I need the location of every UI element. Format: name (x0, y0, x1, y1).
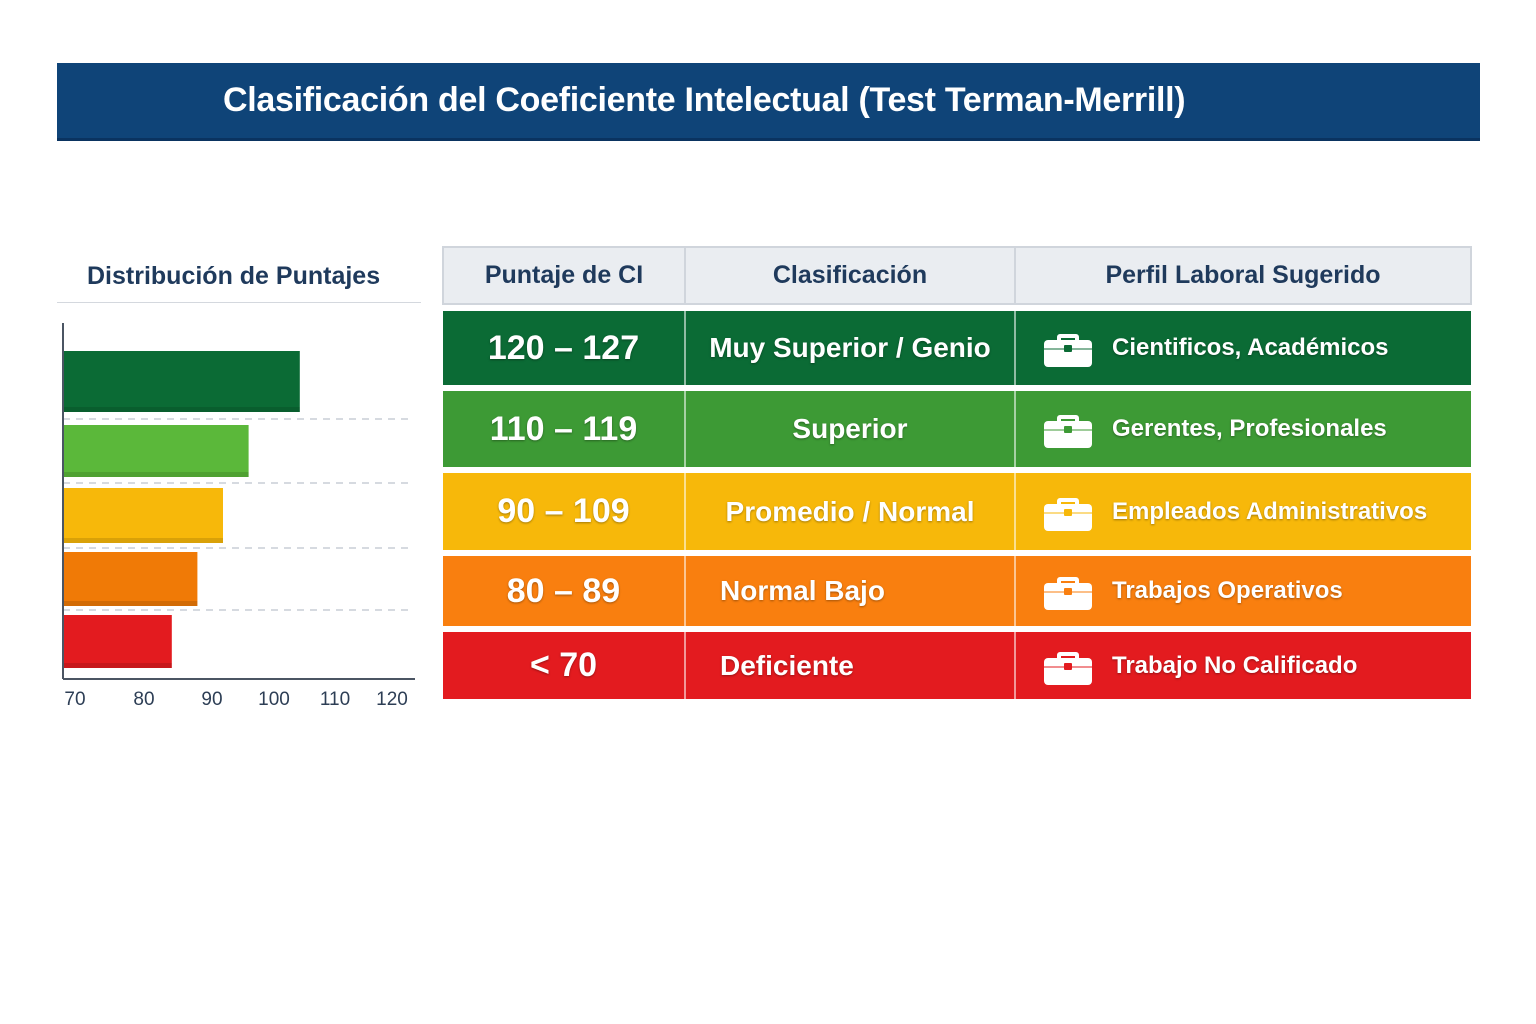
x-tick-label: 110 (320, 689, 350, 710)
score-cell: 120 – 127 (443, 311, 686, 385)
profile-wrap: Trabajos Operativos (1016, 571, 1471, 611)
profile-text: Trabajo No Calificado (1112, 651, 1358, 679)
table-row: 90 – 109 Promedio / Normal Empleados Admin… (443, 473, 1471, 550)
row-gap (443, 550, 1471, 556)
briefcase-icon (1042, 492, 1094, 532)
header-profile: Perfil Laboral Sugerido (1014, 246, 1472, 305)
chart-title: Distribución de Puntajes (87, 262, 381, 290)
classification-cell: Normal Bajo (685, 556, 1016, 626)
profile-text: Trabajos Operativos (1112, 577, 1343, 604)
table-header-row: Puntaje de CI Clasificación Perfil Labor… (442, 246, 1472, 305)
classification-cell: Muy Superior / Genio (685, 311, 1016, 385)
table-row: 110 – 119 Superior Gerentes, Profesionales (443, 391, 1471, 467)
table-row: < 70 Deficiente Trabajo No Calificado (443, 632, 1471, 699)
profile-cell: Gerentes, Profesionales (1015, 391, 1471, 467)
iq-classification-table: Puntaje de CI Clasificación Perfil Labor… (442, 246, 1472, 699)
profile-cell: Trabajo No Calificado (1015, 632, 1471, 699)
briefcase-icon (1042, 571, 1094, 611)
bar-shadow (63, 472, 249, 477)
profile-text: Gerentes, Profesionales (1112, 415, 1387, 442)
header-classification: Clasificación (684, 246, 1016, 305)
row-gap (443, 467, 1471, 473)
x-tick-label: 80 (133, 689, 154, 710)
score-cell: < 70 (443, 632, 686, 699)
profile-wrap: Cientificos, Académicos (1016, 328, 1471, 368)
score-distribution-chart: 70 80 90 100 110 120 (62, 323, 415, 710)
classification-cell: Superior (685, 391, 1016, 467)
profile-text: Empleados Administrativos (1112, 497, 1428, 525)
x-tick-label: 90 (201, 689, 222, 710)
bar-shadow (63, 601, 198, 606)
bar-shadow (63, 663, 172, 668)
x-tick-label: 120 (376, 689, 408, 710)
bar-4 (63, 552, 198, 606)
score-cell: 80 – 89 (443, 556, 686, 626)
briefcase-icon (1042, 328, 1094, 368)
table-row: 80 – 89 Normal Bajo Trabajos Operativos (443, 556, 1471, 626)
profile-cell: Trabajos Operativos (1015, 556, 1471, 626)
x-tick-label: 70 (64, 689, 85, 710)
chart-title-divider (57, 302, 421, 303)
briefcase-icon (1042, 409, 1094, 449)
x-tick-label: 100 (258, 689, 290, 710)
bar-shadow (63, 538, 223, 543)
title-bar: Clasificación del Coeficiente Intelectua… (57, 63, 1480, 141)
profile-text: Cientificos, Académicos (1112, 334, 1389, 361)
profile-wrap: Gerentes, Profesionales (1016, 409, 1471, 449)
row-gap (443, 626, 1471, 632)
bar-3 (63, 488, 223, 543)
score-cell: 90 – 109 (443, 473, 686, 550)
classification-cell: Promedio / Normal (685, 473, 1016, 550)
profile-wrap: Trabajo No Calificado (1016, 646, 1471, 686)
profile-cell: Empleados Administrativos (1015, 473, 1471, 550)
bar-5 (63, 615, 172, 668)
profile-cell: Cientificos, Académicos (1015, 311, 1471, 385)
score-cell: 110 – 119 (443, 391, 686, 467)
page-title: Clasificación del Coeficiente Intelectua… (223, 81, 1186, 119)
header-score: Puntaje de CI (442, 246, 686, 305)
row-gap (443, 385, 1471, 391)
bar-shadow (63, 407, 300, 412)
briefcase-icon (1042, 646, 1094, 686)
bar-1 (63, 351, 300, 412)
table-row: 120 – 127 Muy Superior / Genio Cientificos… (443, 311, 1471, 385)
bar-2 (63, 425, 249, 477)
row-gap (443, 304, 1471, 311)
profile-wrap: Empleados Administrativos (1016, 492, 1471, 532)
classification-cell: Deficiente (685, 632, 1016, 699)
